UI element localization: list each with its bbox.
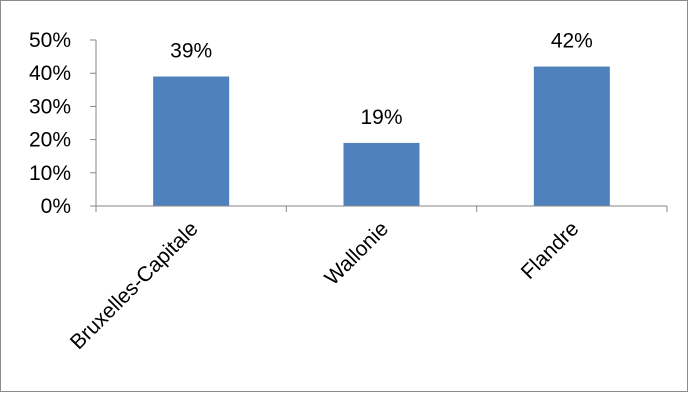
y-tick-label-3: 30% xyxy=(29,95,71,118)
y-tick-label-2: 20% xyxy=(29,129,71,152)
y-tick-label-5: 50% xyxy=(29,29,71,52)
x-tick-label-1: Wallonie xyxy=(320,217,393,290)
y-tick-label-4: 40% xyxy=(29,62,71,85)
bar-1 xyxy=(343,142,420,206)
data-label-1: 19% xyxy=(360,106,402,129)
x-tick-label-0: Bruxelles-Capitale xyxy=(66,217,203,354)
bar-0 xyxy=(153,76,230,207)
x-tick-label-2: Flandre xyxy=(517,217,584,284)
data-label-0: 39% xyxy=(170,40,212,63)
bars-layer xyxy=(153,66,610,207)
data-label-2: 42% xyxy=(551,30,593,53)
axes-layer xyxy=(90,39,668,212)
y-tick-label-1: 10% xyxy=(29,162,71,185)
labels-layer: 39% Bruxelles-Capitale 19% Wallonie 42% Fland… xyxy=(29,29,593,354)
y-tick-label-0: 0% xyxy=(41,195,71,218)
bar-2 xyxy=(533,66,610,206)
